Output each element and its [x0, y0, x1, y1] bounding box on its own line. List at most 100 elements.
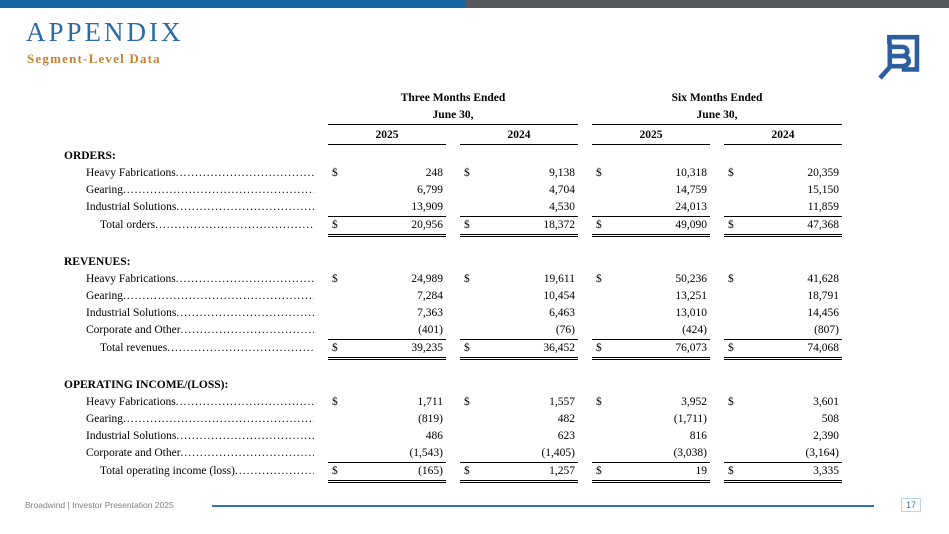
- dot-leader: [176, 165, 314, 182]
- table-row: Industrial Solutions 7,363 6,463 13,010 14,4…: [64, 305, 846, 322]
- value-cell: 13,909: [328, 199, 446, 217]
- value-cell: $39,235: [328, 340, 446, 360]
- currency-symbol: $: [332, 342, 338, 354]
- value: (401): [418, 324, 443, 336]
- value-cell: (819): [328, 411, 446, 428]
- row-label-text: Gearing: [86, 290, 124, 302]
- row-label-text: Total orders: [100, 219, 156, 231]
- value: (819): [418, 413, 443, 425]
- row-label: Industrial Solutions: [64, 199, 314, 217]
- currency-symbol: $: [596, 273, 602, 285]
- value-cell: (1,711): [592, 411, 710, 428]
- value: 4,530: [549, 201, 575, 213]
- row-label: Corporate and Other: [64, 445, 314, 463]
- value-cell: (3,164): [724, 445, 842, 463]
- value-cell: $1,257: [460, 463, 578, 483]
- value: 482: [557, 413, 575, 425]
- year-header: 2024: [460, 127, 578, 145]
- col-group-six-months-subtitle: June 30,: [592, 107, 842, 125]
- value-cell: 7,284: [328, 288, 446, 305]
- row-label-text: Corporate and Other: [86, 447, 181, 459]
- value: 2,390: [813, 430, 839, 442]
- table-row: Industrial Solutions 486 623 816 2,390: [64, 428, 846, 445]
- segment-data-table: Three Months Ended Six Months Ended June…: [64, 90, 846, 483]
- value: 20,956: [411, 219, 443, 231]
- value: 19: [695, 465, 708, 477]
- value-cell: 13,251: [592, 288, 710, 305]
- dot-leader: [176, 305, 314, 322]
- value-cell: (424): [592, 322, 710, 340]
- currency-symbol: $: [464, 465, 470, 477]
- table-row: Corporate and Other (401) (76) (424) (807): [64, 322, 846, 340]
- value-cell: 6,799: [328, 182, 446, 199]
- dot-leader: [123, 288, 314, 305]
- currency-symbol: $: [596, 219, 602, 231]
- section-header: OPERATING INCOME/(LOSS):: [64, 379, 229, 391]
- value: 14,759: [675, 184, 707, 196]
- table-row: Heavy Fabrications$24,989$19,611$50,236$…: [64, 271, 846, 288]
- value-cell: $74,068: [724, 340, 842, 360]
- dot-leader: [167, 340, 314, 360]
- value-cell: $20,359: [724, 165, 842, 182]
- currency-symbol: $: [332, 465, 338, 477]
- value: 76,073: [675, 342, 707, 354]
- currency-symbol: $: [464, 273, 470, 285]
- currency-symbol: $: [596, 167, 602, 179]
- dot-leader: [176, 394, 314, 411]
- value-cell: $3,335: [724, 463, 842, 483]
- year-header: 2024: [724, 127, 842, 145]
- currency-symbol: $: [464, 219, 470, 231]
- value: 13,251: [675, 290, 707, 302]
- value-cell: 6,463: [460, 305, 578, 322]
- value: (1,405): [541, 447, 575, 459]
- value: 6,463: [549, 307, 575, 319]
- value: 11,859: [807, 201, 839, 213]
- value-cell: 14,759: [592, 182, 710, 199]
- value-cell: $47,368: [724, 217, 842, 237]
- value: 1,257: [549, 465, 575, 477]
- value: (807): [814, 324, 839, 336]
- currency-symbol: $: [728, 167, 734, 179]
- value: 24,013: [675, 201, 707, 213]
- row-label: Total orders: [64, 217, 314, 237]
- row-label: Industrial Solutions: [64, 305, 314, 322]
- value-cell: $3,952: [592, 394, 710, 411]
- value: 7,363: [417, 307, 443, 319]
- row-label: Gearing: [64, 182, 314, 199]
- value: 816: [689, 430, 707, 442]
- row-label-text: Industrial Solutions: [86, 201, 177, 213]
- value-cell: $49,090: [592, 217, 710, 237]
- value-cell: $36,452: [460, 340, 578, 360]
- value-cell: 18,791: [724, 288, 842, 305]
- value: (1,543): [409, 447, 443, 459]
- value-cell: $ (165): [328, 463, 446, 483]
- currency-symbol: $: [596, 342, 602, 354]
- value-cell: 10,454: [460, 288, 578, 305]
- currency-symbol: $: [464, 342, 470, 354]
- dot-leader: [176, 271, 314, 288]
- value: 14,456: [807, 307, 839, 319]
- row-label: Total revenues: [64, 340, 314, 360]
- value-cell: 4,530: [460, 199, 578, 217]
- value-cell: $10,318: [592, 165, 710, 182]
- table-year-header-row: 2025 2024 2025 2024: [64, 127, 846, 145]
- currency-symbol: $: [332, 219, 338, 231]
- value: 39,235: [411, 342, 443, 354]
- col-group-six-months-title: Six Months Ended: [671, 92, 763, 104]
- currency-symbol: $: [332, 396, 338, 408]
- dot-leader: [123, 411, 314, 428]
- value: 1,557: [549, 396, 575, 408]
- value-cell: $76,073: [592, 340, 710, 360]
- page-subtitle: Segment-Level Data: [27, 51, 161, 66]
- dot-leader: [155, 217, 314, 237]
- table-section: OPERATING INCOME/(LOSS): Heavy Fabricatio…: [64, 377, 846, 483]
- row-label-text: Total operating income (loss): [100, 465, 235, 477]
- value: (76): [555, 324, 575, 336]
- currency-symbol: $: [464, 396, 470, 408]
- value-cell: 2,390: [724, 428, 842, 445]
- value: 13,010: [675, 307, 707, 319]
- row-label-text: Gearing: [86, 413, 124, 425]
- value: 24,989: [411, 273, 443, 285]
- table-sections: ORDERS:Heavy Fabrications$248$9,138$10,3…: [64, 148, 846, 483]
- value-cell: $24,989: [328, 271, 446, 288]
